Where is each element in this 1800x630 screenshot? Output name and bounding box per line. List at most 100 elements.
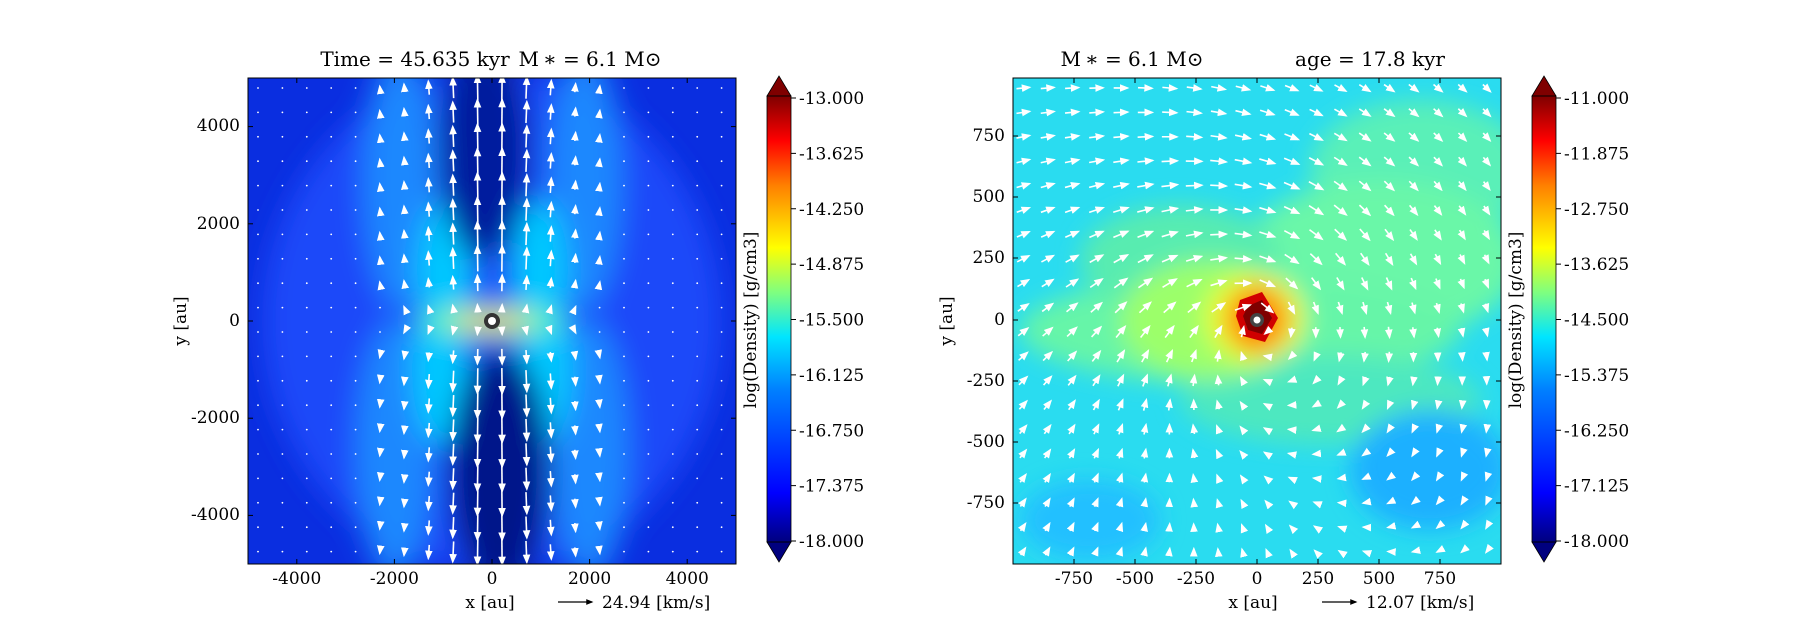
y-tick-label: 0 xyxy=(994,310,1005,330)
velocity-arrow xyxy=(330,331,333,333)
velocity-arrow xyxy=(305,404,308,407)
velocity-arrow xyxy=(696,428,699,431)
velocity-arrow xyxy=(696,379,699,382)
velocity-arrow xyxy=(623,306,625,309)
velocity-arrow xyxy=(1410,376,1418,387)
velocity-arrow xyxy=(1458,399,1467,410)
velocity-arrow xyxy=(623,135,625,138)
velocity-arrow xyxy=(1263,475,1274,485)
velocity-arrow xyxy=(1214,324,1223,339)
velocity-arrow xyxy=(1091,447,1099,459)
velocity-arrow xyxy=(1040,157,1056,166)
velocity-arrow xyxy=(1358,108,1372,117)
velocity-arrow xyxy=(449,468,457,491)
velocity-arrow xyxy=(546,471,555,488)
velocity-arrow xyxy=(1113,230,1130,239)
x-tick-label: -4000 xyxy=(272,569,321,589)
velocity-arrow xyxy=(1262,353,1273,362)
velocity-arrow xyxy=(647,306,650,309)
velocity-arrow xyxy=(720,526,723,529)
velocity-arrow xyxy=(401,350,410,361)
velocity-arrow xyxy=(647,282,650,285)
velocity-arrow xyxy=(647,404,650,407)
velocity-arrow xyxy=(696,453,699,455)
velocity-arrow xyxy=(1016,108,1032,117)
velocity-arrow xyxy=(1042,448,1052,459)
velocity-arrow xyxy=(720,428,723,431)
velocity-arrow xyxy=(1485,519,1494,530)
velocity-arrow xyxy=(281,379,284,382)
velocity-arrow xyxy=(281,209,284,211)
velocity-arrow xyxy=(1088,181,1106,190)
velocity-arrow xyxy=(571,474,579,485)
velocity-arrow xyxy=(647,379,650,382)
velocity-arrow xyxy=(1215,399,1223,410)
velocity-arrow xyxy=(1383,108,1396,118)
velocity-arrow xyxy=(671,355,674,358)
x-axis-label-left: x [au] xyxy=(465,593,514,613)
colorbar-tick-label: -16.250 xyxy=(1564,421,1629,441)
velocity-arrow xyxy=(1383,132,1396,142)
velocity-arrow xyxy=(449,78,457,99)
velocity-arrow xyxy=(1288,500,1299,510)
velocity-arrow xyxy=(623,379,625,382)
velocity-arrow xyxy=(1336,399,1347,409)
velocity-arrow xyxy=(281,477,284,480)
velocity-arrow xyxy=(281,87,284,89)
velocity-arrow xyxy=(1040,108,1056,117)
velocity-arrow xyxy=(281,257,284,260)
velocity-arrow xyxy=(449,222,457,245)
velocity-arrow xyxy=(425,79,433,95)
velocity-arrow xyxy=(522,443,531,467)
velocity-arrow xyxy=(1067,399,1077,411)
velocity-arrow xyxy=(623,160,625,163)
velocity-arrow xyxy=(1409,327,1417,339)
velocity-arrow xyxy=(546,373,555,391)
velocity-arrow xyxy=(1360,277,1369,291)
velocity-arrow xyxy=(1018,473,1027,484)
velocity-arrow xyxy=(1239,400,1249,411)
velocity-arrow xyxy=(647,111,650,114)
velocity-arrow xyxy=(305,87,308,89)
velocity-arrow xyxy=(671,477,674,480)
velocity-arrow xyxy=(330,111,333,114)
velocity-arrow xyxy=(647,501,650,504)
velocity-arrow xyxy=(1066,302,1079,313)
velocity-arrow xyxy=(1115,497,1124,508)
velocity-arrow xyxy=(1311,399,1322,408)
panel-left-title-mass: M ∗ = 6.1 M⊙ xyxy=(519,47,662,71)
velocity-arrow xyxy=(671,501,674,504)
velocity-arrow xyxy=(257,209,259,211)
velocity-arrow xyxy=(1161,157,1180,166)
velocity-arrow xyxy=(257,111,259,114)
velocity-arrow xyxy=(403,305,411,316)
velocity-arrow xyxy=(281,160,284,163)
velocity-arrow xyxy=(1113,277,1129,289)
velocity-arrow xyxy=(1137,277,1154,289)
colorbar-tick-label: -11.875 xyxy=(1564,144,1629,164)
velocity-arrow xyxy=(1287,301,1296,315)
velocity-arrow xyxy=(1361,497,1372,506)
velocity-arrow xyxy=(623,184,625,187)
colorbar-tick-label: -14.500 xyxy=(1564,311,1629,331)
velocity-arrow xyxy=(1337,352,1345,363)
velocity-arrow xyxy=(1215,424,1224,435)
velocity-arrow xyxy=(1358,180,1372,192)
velocity-arrow xyxy=(354,501,357,504)
velocity-arrow xyxy=(1017,327,1030,337)
velocity-arrow xyxy=(425,374,433,390)
velocity-arrow xyxy=(1116,349,1126,363)
velocity-arrow xyxy=(1066,521,1075,533)
velocity-arrow xyxy=(1090,301,1104,313)
velocity-arrow xyxy=(671,331,674,333)
velocity-arrow xyxy=(696,209,699,211)
velocity-arrow xyxy=(696,550,699,553)
velocity-arrow xyxy=(1433,132,1444,142)
velocity-arrow xyxy=(305,282,308,285)
velocity-arrow xyxy=(671,160,674,163)
velocity-arrow xyxy=(696,257,699,260)
velocity-arrow xyxy=(330,526,333,529)
velocity-arrow xyxy=(400,498,409,509)
velocity-arrow xyxy=(403,324,412,335)
